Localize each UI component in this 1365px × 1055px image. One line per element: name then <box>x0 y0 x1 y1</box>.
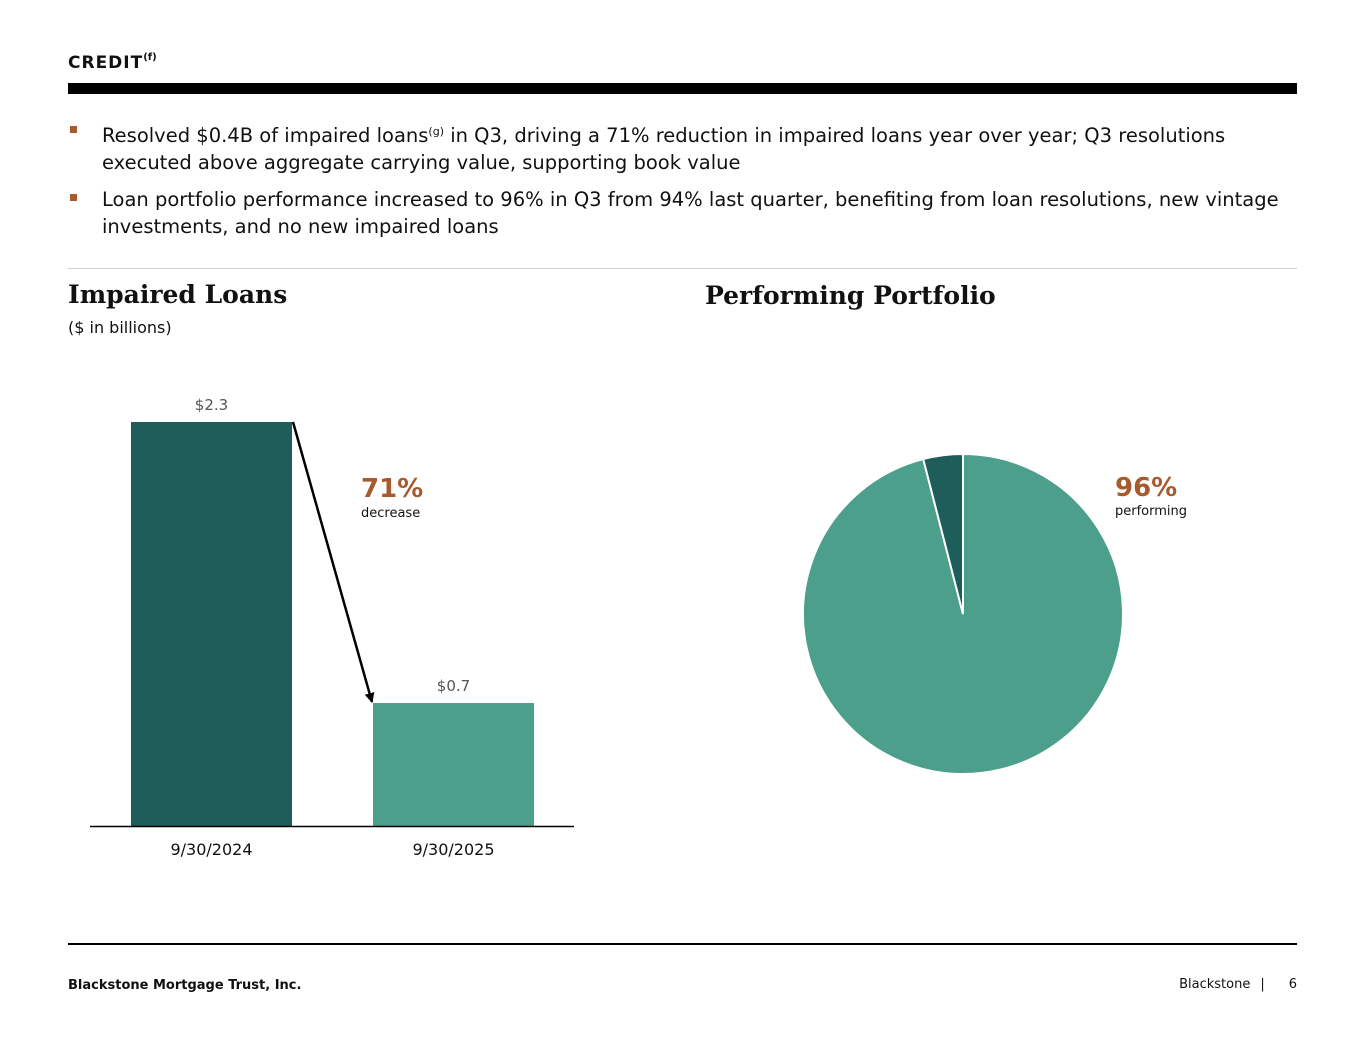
section-title-note: (f) <box>143 52 157 63</box>
bar-value-label: $0.7 <box>437 677 470 695</box>
category-tick-label: 9/30/2024 <box>170 840 252 859</box>
footer-rule <box>68 943 1297 945</box>
bullet-text-continued: in Q3, driving a 71% reduction in impair… <box>102 124 1226 174</box>
impaired-loans-subtitle: ($ in billions) <box>68 318 172 337</box>
decrease-arrow <box>291 421 375 704</box>
performing-caption: performing <box>1115 504 1187 519</box>
decrease-caption: decrease <box>361 506 420 521</box>
decrease-percent-label: 71% <box>361 474 423 504</box>
bullet-list: Resolved $0.4B of impaired loans(g) in Q… <box>68 118 1297 250</box>
category-tick-label: 9/30/2025 <box>412 840 494 859</box>
section-divider <box>68 268 1297 269</box>
bullet-text: Loan portfolio performance increased to … <box>102 188 1279 238</box>
title-rule <box>68 83 1297 94</box>
impaired-loans-chart: $2.3 9/30/2024 $0.7 9/30/2025 71% decrease <box>90 396 574 859</box>
bar-value-label: $2.3 <box>195 396 228 414</box>
performing-portfolio-chart: 96% performing <box>802 452 1187 775</box>
bullet-item: Loan portfolio performance increased to … <box>68 186 1297 240</box>
page-number: 6 <box>1288 977 1297 992</box>
bar <box>373 703 534 826</box>
performing-percent-label: 96% <box>1115 473 1177 503</box>
pie-slice <box>921 452 964 615</box>
section-title-text: CREDIT <box>68 53 144 73</box>
footer-brand: Blackstone <box>1179 977 1251 992</box>
section-title: CREDIT(f) <box>68 52 157 73</box>
bullet-text: Resolved $0.4B of impaired loans <box>102 124 429 147</box>
impaired-loans-title: Impaired Loans <box>68 280 288 309</box>
footer-right: Blackstone | 6 <box>1179 977 1297 992</box>
performing-portfolio-title: Performing Portfolio <box>705 281 996 310</box>
bullet-square-icon <box>70 126 77 133</box>
bullet-note: (g) <box>428 125 444 138</box>
footer-company: Blackstone Mortgage Trust, Inc. <box>68 978 302 993</box>
bullet-item: Resolved $0.4B of impaired loans(g) in Q… <box>68 118 1297 176</box>
bar <box>131 422 292 826</box>
footer-separator: | <box>1260 977 1265 992</box>
bullet-square-icon <box>70 194 77 201</box>
